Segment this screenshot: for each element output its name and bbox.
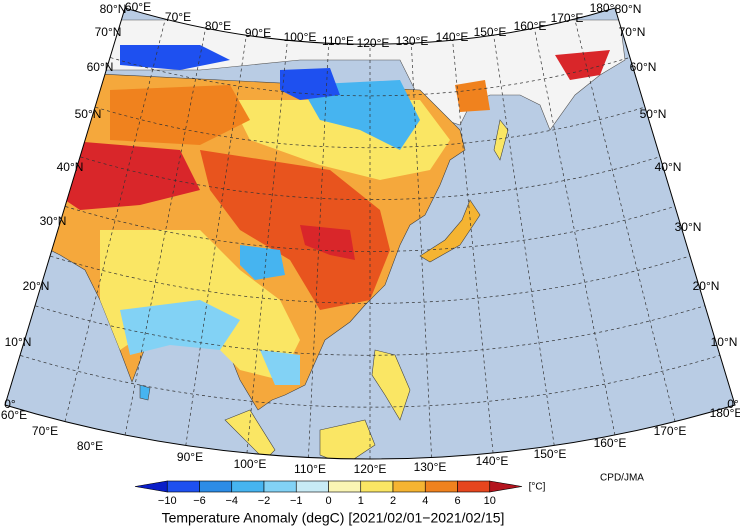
colorbar-label: −1	[290, 495, 303, 507]
colorbar-label: −4	[225, 495, 238, 507]
top-label: 70°E	[165, 10, 191, 24]
colorbar-swatch	[231, 480, 265, 493]
top-label: 110°E	[322, 34, 354, 48]
sakhalin	[493, 119, 509, 161]
top-label: 100°E	[284, 30, 317, 44]
anomaly-cool	[300, 80, 420, 150]
colorbar-label: 6	[454, 495, 460, 507]
right-label: 40°N	[655, 160, 682, 174]
left-label: 60°N	[87, 60, 114, 74]
colorbar-swatch	[328, 480, 362, 493]
colorbar-swatch	[263, 480, 297, 493]
right-label: 70°N	[619, 25, 646, 39]
colorbar-swatch	[166, 480, 200, 493]
colorbar-label: −6	[193, 495, 206, 507]
parallel	[50, 255, 690, 304]
colorbar-label: 0	[325, 495, 331, 507]
right-label: 10°N	[711, 335, 738, 349]
colorbar-swatch	[199, 480, 233, 493]
bottom-label: 70°E	[32, 424, 58, 438]
top-label: 180°	[590, 1, 615, 15]
colorbar-swatch	[392, 480, 426, 493]
left-label: 0°	[4, 397, 16, 411]
colorbar-swatch	[457, 480, 491, 493]
bottom-label: 150°E	[534, 447, 567, 461]
bottom-label: 120°E	[354, 462, 387, 476]
colorbar-label: 2	[390, 495, 396, 507]
colorbar-label: −10	[158, 495, 177, 507]
left-label: 30°N	[40, 214, 67, 228]
right-label: 60°N	[630, 60, 657, 74]
right-label: 0°	[727, 397, 739, 411]
anomaly-cool	[120, 300, 240, 355]
bottom-label: 100°E	[234, 457, 267, 471]
colorbar-label: 1	[358, 495, 364, 507]
left-label: 50°N	[75, 107, 102, 121]
colorbar-swatch	[489, 480, 523, 493]
japan	[419, 199, 481, 263]
top-label: 160°E	[514, 19, 547, 33]
borneo	[319, 419, 376, 459]
colorbar: −10 −6 −4 −2 −1 0 1 2 4 6 10	[134, 480, 523, 507]
left-label: 10°N	[5, 335, 32, 349]
bottom-label: 130°E	[414, 460, 447, 474]
top-label: 140°E	[436, 30, 469, 44]
top-label: 90°E	[245, 26, 271, 40]
anomaly-cool	[260, 350, 300, 385]
left-label: 70°N	[95, 25, 122, 39]
credit: CPD/JMA	[600, 473, 644, 484]
graticule-labels: 60°E70°E80°E 90°E 100°E 110°E 120°E 130°E 140°…	[1, 0, 740, 476]
left-label: 80°N	[100, 2, 127, 16]
bottom-label: 60°E	[1, 408, 27, 422]
philippines	[371, 349, 411, 421]
colorbar-label: −2	[258, 495, 271, 507]
anomaly-warm	[200, 150, 390, 310]
anomaly-hot	[300, 225, 355, 260]
right-label: 50°N	[640, 107, 667, 121]
anomaly-warm	[455, 80, 490, 112]
left-label: 40°N	[57, 160, 84, 174]
top-label: 170°E	[551, 11, 584, 25]
colorbar-title: Temperature Anomaly (degC) [2021/02/01−2…	[162, 510, 505, 526]
top-label: 120°E	[357, 36, 390, 50]
right-label: 80°N	[615, 2, 642, 16]
right-label: 30°N	[675, 220, 702, 234]
colorbar-swatch	[295, 480, 329, 493]
colorbar-swatch	[424, 480, 458, 493]
right-label: 20°N	[693, 279, 720, 293]
top-label: 150°E	[474, 25, 507, 39]
bottom-label: 180°E	[710, 406, 740, 420]
bottom-label: 160°E	[594, 436, 627, 450]
anomaly-hot	[555, 50, 610, 80]
parallel	[110, 57, 630, 97]
parallel	[20, 355, 720, 408]
parallel	[95, 106, 645, 149]
bottom-label: 90°E	[177, 450, 203, 464]
anomaly-cold	[280, 68, 340, 100]
top-label: 130°E	[396, 34, 429, 48]
left-label: 20°N	[23, 279, 50, 293]
sri-lanka	[139, 384, 151, 401]
bottom-label: 110°E	[294, 462, 326, 476]
bottom-label: 140°E	[476, 454, 509, 468]
graticule	[20, 18, 720, 459]
bottom-label: 80°E	[77, 439, 103, 453]
colorbar-label: 4	[422, 495, 428, 507]
map-frame	[4, 7, 736, 460]
top-label: 80°E	[205, 19, 231, 33]
colorbar-label: 10	[484, 495, 496, 507]
anomaly-hot	[50, 140, 200, 210]
bottom-label: 170°E	[654, 424, 687, 438]
colorbar-unit: [°C]	[529, 482, 546, 493]
parallel	[65, 206, 675, 252]
colorbar-swatch	[360, 480, 394, 493]
anomaly-cold	[120, 45, 230, 70]
anomaly-cool	[240, 245, 285, 280]
top-label: 60°E	[125, 0, 151, 14]
sumatra	[224, 409, 276, 459]
colorbar-swatch	[134, 480, 168, 493]
